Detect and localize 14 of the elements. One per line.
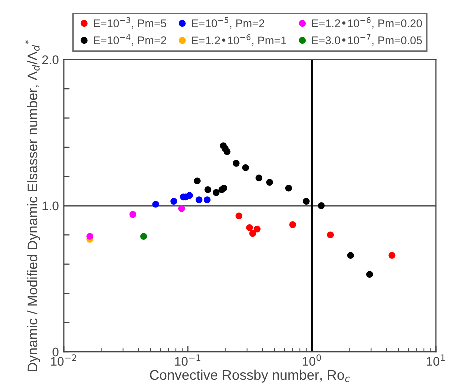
legend-label: E=1.2•10$^{−6}$, Pm=0.20	[312, 17, 422, 29]
y-tick-label: 1.0	[42, 202, 59, 211]
x-tick-label: 10$^{−1}$	[175, 354, 201, 366]
legend-label: E=3.0•10$^{−7}$, Pm=0.05	[312, 34, 422, 46]
x-axis-title: Convective Rossby number, Ro$_{c}$	[150, 370, 350, 383]
legend-label: E=1.2•10$^{−6}$, Pm=1	[192, 34, 286, 46]
y-tick-label: 0	[52, 348, 59, 357]
x-tick-label: 10$^{0}$	[303, 354, 322, 366]
legend-label: E=10$^{−3}$, Pm=5	[94, 17, 166, 29]
y-axis-title: Dynamic / Modified Dynamic Elsasser number, Λ$_{d}$/Λ$_{d}$$^{*}$	[24, 40, 40, 372]
y-tick-label: 2.0	[42, 56, 59, 64]
legend-label: E=10$^{−4}$, Pm=2	[94, 34, 166, 46]
legend-label: E=10$^{−5}$, Pm=2	[192, 17, 264, 29]
x-tick-label: 10$^{1}$	[427, 354, 445, 366]
